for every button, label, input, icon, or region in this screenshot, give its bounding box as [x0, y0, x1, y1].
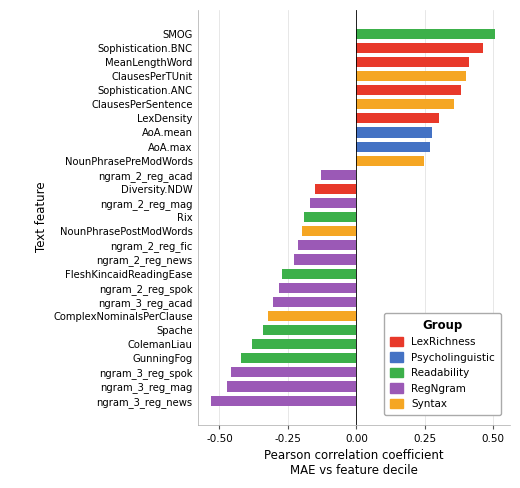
- Bar: [263, 325, 356, 335]
- Bar: [356, 156, 424, 166]
- Bar: [227, 382, 356, 391]
- Bar: [356, 113, 439, 123]
- Bar: [310, 198, 356, 208]
- Bar: [356, 71, 466, 81]
- Bar: [241, 353, 356, 364]
- Bar: [279, 283, 356, 293]
- Bar: [231, 367, 356, 378]
- Bar: [302, 226, 356, 236]
- Bar: [321, 170, 356, 180]
- Bar: [211, 396, 356, 406]
- Bar: [282, 268, 356, 279]
- Bar: [315, 184, 356, 194]
- Bar: [356, 99, 454, 109]
- Bar: [356, 29, 495, 39]
- Bar: [252, 339, 356, 349]
- Bar: [356, 43, 483, 53]
- Bar: [304, 212, 356, 222]
- X-axis label: Pearson correlation coefficient
MAE vs feature decile: Pearson correlation coefficient MAE vs f…: [264, 449, 444, 477]
- Legend: LexRichness, Psycholinguistic, Readability, RegNgram, Syntax: LexRichness, Psycholinguistic, Readabili…: [384, 312, 501, 415]
- Bar: [356, 85, 461, 95]
- Y-axis label: Text feature: Text feature: [34, 182, 47, 252]
- Bar: [268, 311, 356, 321]
- Bar: [356, 127, 433, 138]
- Bar: [356, 57, 469, 67]
- Bar: [294, 254, 356, 264]
- Bar: [356, 142, 430, 152]
- Bar: [273, 297, 356, 307]
- Bar: [298, 240, 356, 250]
